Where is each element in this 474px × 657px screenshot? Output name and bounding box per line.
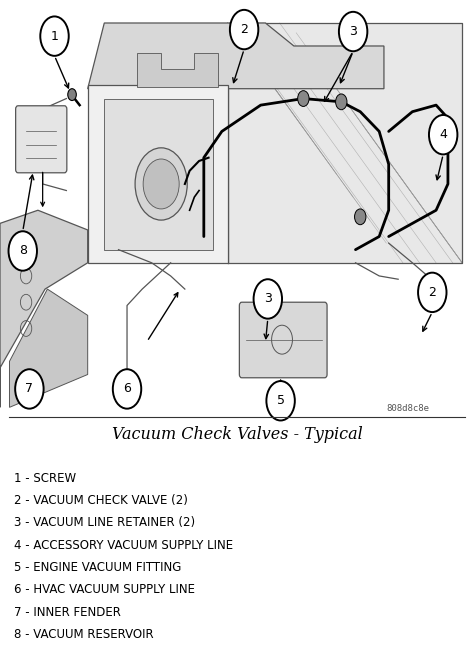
Text: 6 - HVAC VACUUM SUPPLY LINE: 6 - HVAC VACUUM SUPPLY LINE (14, 583, 195, 597)
Circle shape (230, 10, 258, 49)
Text: Vacuum Check Valves - Typical: Vacuum Check Valves - Typical (111, 426, 363, 443)
Circle shape (9, 231, 37, 271)
Text: 808d8c8e: 808d8c8e (386, 404, 429, 413)
Text: 2: 2 (240, 23, 248, 36)
FancyBboxPatch shape (0, 0, 474, 417)
Text: 6: 6 (123, 382, 131, 396)
Text: 8 - VACUUM RESERVOIR: 8 - VACUUM RESERVOIR (14, 628, 154, 641)
Text: 4: 4 (439, 128, 447, 141)
Text: 3: 3 (349, 25, 357, 38)
Circle shape (298, 91, 309, 106)
Circle shape (355, 209, 366, 225)
Text: 3: 3 (264, 292, 272, 306)
Polygon shape (104, 99, 213, 250)
Text: 1: 1 (51, 30, 58, 43)
Text: 5 - ENGINE VACUUM FITTING: 5 - ENGINE VACUUM FITTING (14, 561, 182, 574)
Polygon shape (9, 289, 88, 407)
Text: 5: 5 (277, 394, 284, 407)
Circle shape (40, 16, 69, 56)
Circle shape (15, 369, 44, 409)
Text: 1 - SCREW: 1 - SCREW (14, 472, 76, 485)
FancyBboxPatch shape (239, 302, 327, 378)
Text: 3 - VACUUM LINE RETAINER (2): 3 - VACUUM LINE RETAINER (2) (14, 516, 195, 530)
Circle shape (143, 159, 179, 209)
Circle shape (429, 115, 457, 154)
Circle shape (135, 148, 187, 220)
Polygon shape (88, 23, 384, 89)
Polygon shape (228, 23, 462, 263)
Polygon shape (137, 53, 218, 87)
FancyBboxPatch shape (16, 106, 67, 173)
Circle shape (418, 273, 447, 312)
Text: 8: 8 (19, 244, 27, 258)
Text: 7: 7 (26, 382, 33, 396)
Polygon shape (88, 85, 228, 263)
Circle shape (113, 369, 141, 409)
Circle shape (68, 89, 76, 101)
Circle shape (266, 381, 295, 420)
Text: 7 - INNER FENDER: 7 - INNER FENDER (14, 606, 121, 619)
Circle shape (336, 94, 347, 110)
Text: 2: 2 (428, 286, 436, 299)
Polygon shape (0, 210, 88, 407)
Text: 4 - ACCESSORY VACUUM SUPPLY LINE: 4 - ACCESSORY VACUUM SUPPLY LINE (14, 539, 233, 552)
Text: 2 - VACUUM CHECK VALVE (2): 2 - VACUUM CHECK VALVE (2) (14, 494, 188, 507)
Circle shape (254, 279, 282, 319)
Circle shape (339, 12, 367, 51)
